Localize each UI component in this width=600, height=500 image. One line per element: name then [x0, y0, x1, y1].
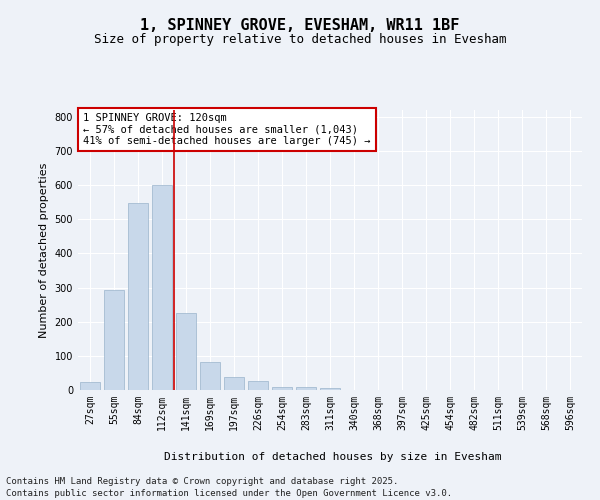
- Bar: [104, 290, 124, 390]
- Text: Contains HM Land Registry data © Crown copyright and database right 2025.: Contains HM Land Registry data © Crown c…: [6, 476, 398, 486]
- Text: Contains public sector information licensed under the Open Government Licence v3: Contains public sector information licen…: [6, 490, 452, 498]
- Text: Distribution of detached houses by size in Evesham: Distribution of detached houses by size …: [164, 452, 502, 462]
- Bar: [224, 377, 244, 390]
- Y-axis label: Number of detached properties: Number of detached properties: [39, 162, 49, 338]
- Bar: [320, 388, 340, 390]
- Bar: [296, 388, 316, 390]
- Bar: [200, 362, 220, 390]
- Text: 1 SPINNEY GROVE: 120sqm
← 57% of detached houses are smaller (1,043)
41% of semi: 1 SPINNEY GROVE: 120sqm ← 57% of detache…: [83, 113, 371, 146]
- Text: Size of property relative to detached houses in Evesham: Size of property relative to detached ho…: [94, 32, 506, 46]
- Text: 1, SPINNEY GROVE, EVESHAM, WR11 1BF: 1, SPINNEY GROVE, EVESHAM, WR11 1BF: [140, 18, 460, 32]
- Bar: [80, 382, 100, 390]
- Bar: [176, 313, 196, 390]
- Bar: [152, 185, 172, 390]
- Bar: [272, 386, 292, 390]
- Bar: [128, 203, 148, 390]
- Bar: [248, 382, 268, 390]
